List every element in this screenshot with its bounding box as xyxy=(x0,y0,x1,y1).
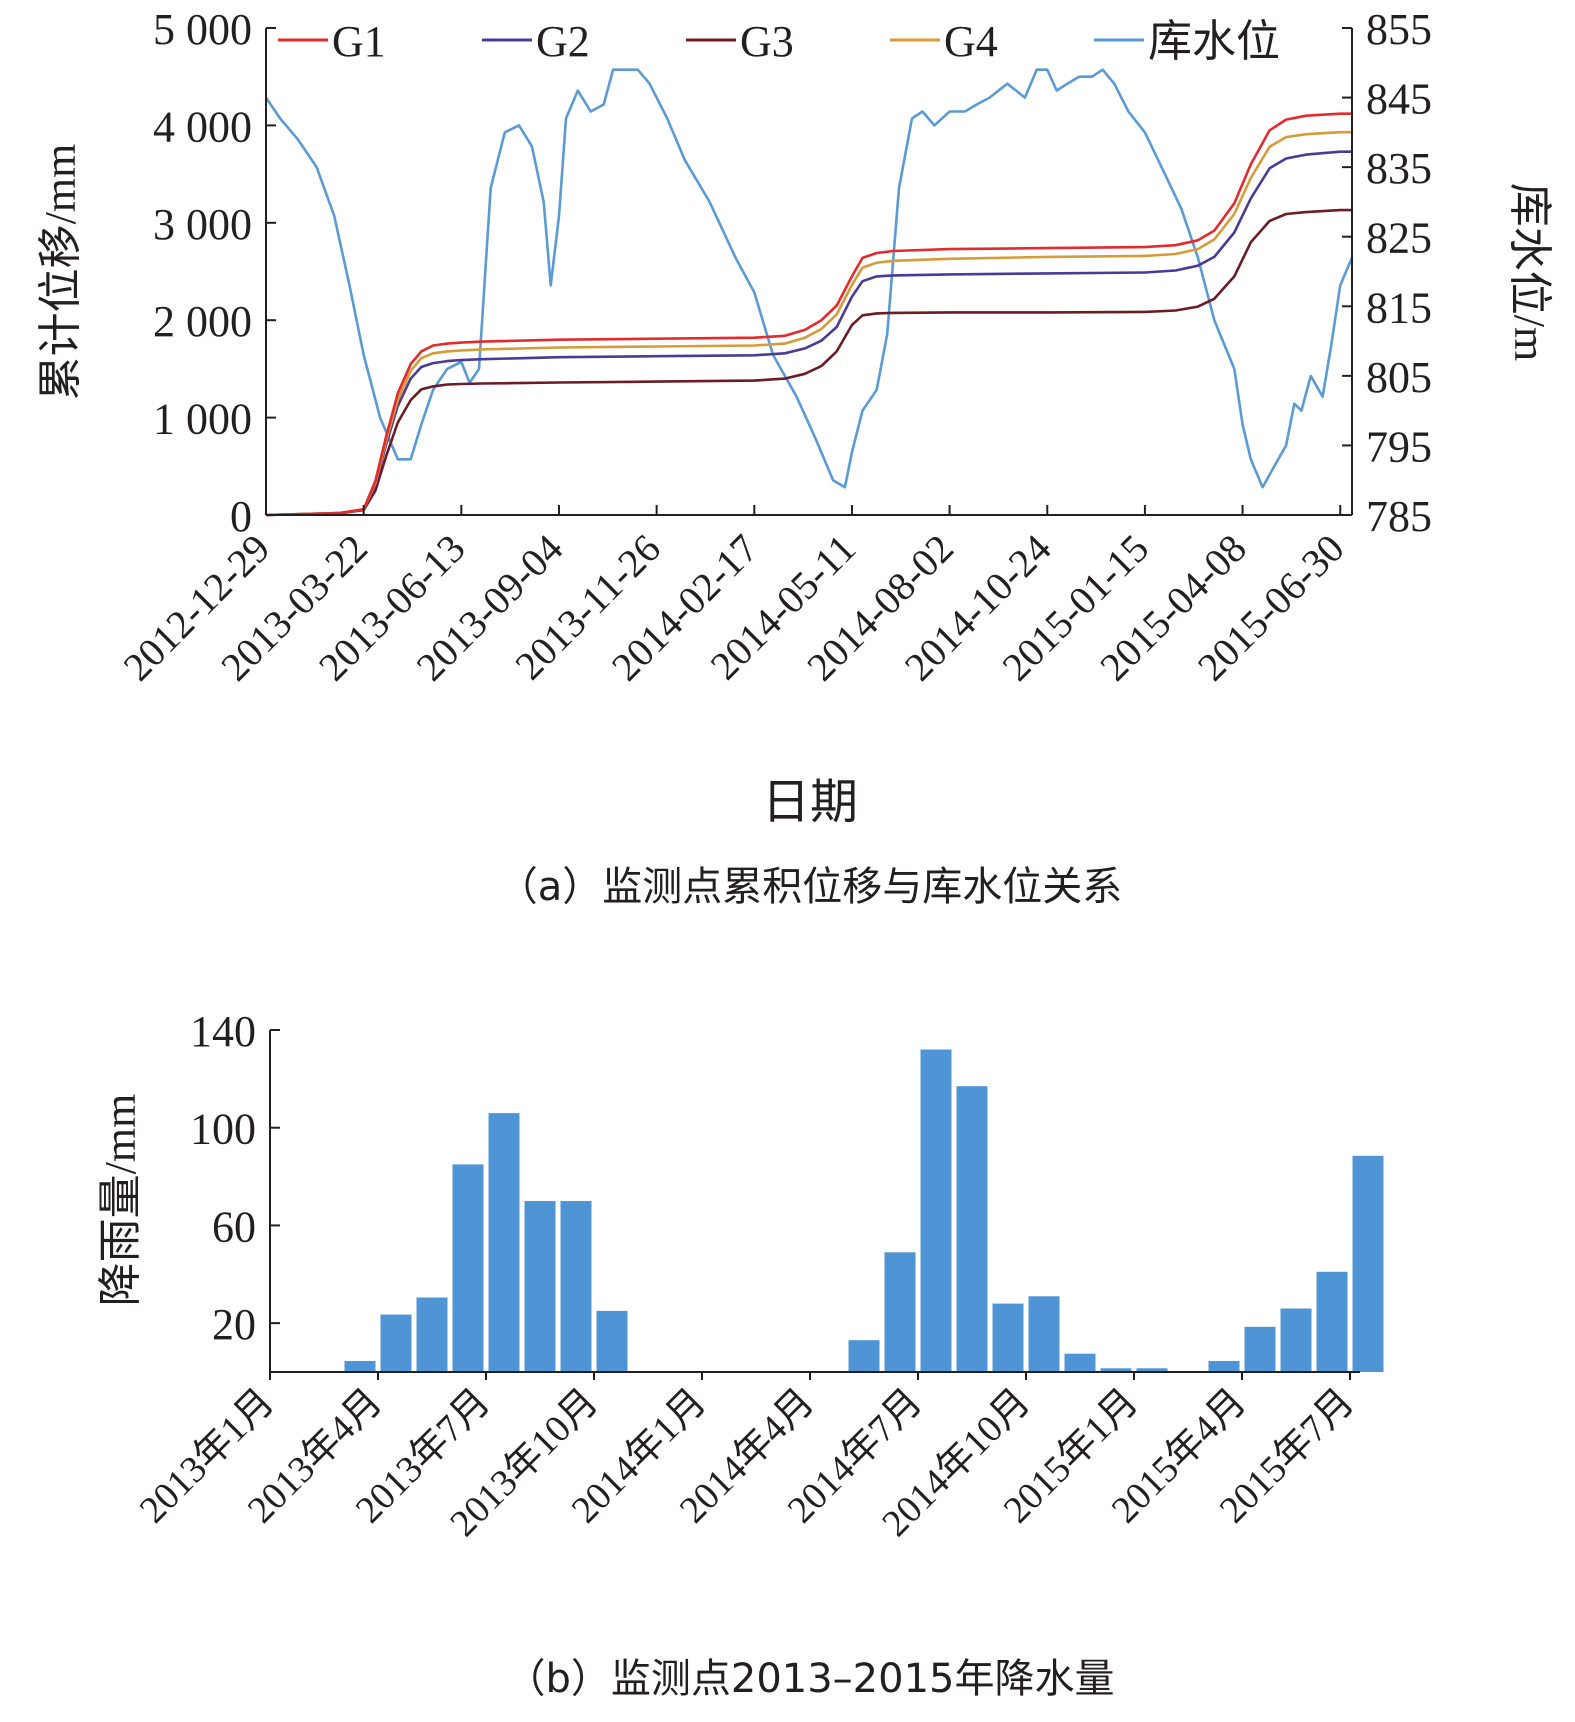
legend-label: G3 xyxy=(740,17,794,66)
chart-b-y-ticks: 20 60 100 140 xyxy=(190,1007,280,1349)
bar-2013-09 xyxy=(560,1201,592,1372)
bar-2013-05 xyxy=(416,1297,448,1372)
chart-b-y-axis-label: 降雨量/mm xyxy=(96,1094,145,1307)
bar-2014-09 xyxy=(992,1303,1024,1372)
bar-2013-08 xyxy=(524,1201,556,1372)
y2-tick-label: 795 xyxy=(1366,422,1432,471)
series-line-g4 xyxy=(265,130,1352,517)
y-tick-label: 1 000 xyxy=(153,395,252,444)
legend-label: G1 xyxy=(332,17,386,66)
y-tick-label: 20 xyxy=(212,1300,256,1349)
bar-2015-01 xyxy=(1136,1368,1168,1372)
legend-label: G2 xyxy=(536,17,590,66)
bar-2015-04 xyxy=(1244,1326,1276,1372)
legend-label: 库水位 xyxy=(1148,17,1280,66)
bar-2013-03 xyxy=(344,1361,376,1372)
bar-2013-07 xyxy=(488,1113,520,1372)
bar-2015-03 xyxy=(1208,1361,1240,1372)
y2-tick-label: 815 xyxy=(1366,283,1432,332)
y2-tick-label: 805 xyxy=(1366,353,1432,402)
chart-a-y2-axis-label: 库水位/m xyxy=(1505,183,1554,361)
y-tick-label: 140 xyxy=(190,1007,256,1056)
y2-tick-label: 835 xyxy=(1366,144,1432,193)
bar-2014-11 xyxy=(1064,1353,1096,1372)
bar-2013-06 xyxy=(452,1164,484,1372)
y-tick-label: 60 xyxy=(212,1202,256,1251)
chart-a-caption: （a）监测点累积位移与库水位关系 xyxy=(498,864,1123,910)
chart-a-y2-ticks: 785 795 805 815 825 835 845 855 xyxy=(1342,5,1432,541)
chart-b: 20 60 100 140 2013年1月2013年4月2013年7月2013年10月… xyxy=(96,1007,1384,1702)
bar-2014-08 xyxy=(956,1086,988,1372)
y-tick-label: 100 xyxy=(190,1105,256,1154)
bar-2015-05 xyxy=(1280,1308,1312,1372)
y-tick-label: 4 000 xyxy=(153,102,252,151)
y2-tick-label: 855 xyxy=(1366,5,1432,54)
series-line-water-level xyxy=(264,68,1354,489)
chart-a-x-axis-label: 日期 xyxy=(762,776,858,829)
bar-2014-07 xyxy=(920,1049,952,1372)
bar-2014-06 xyxy=(884,1252,916,1372)
y-tick-label: 0 xyxy=(230,492,252,541)
bar-2013-10 xyxy=(596,1310,628,1372)
chart-a-y-ticks: 0 1 000 2 000 3 000 4 000 5 000 xyxy=(153,5,276,541)
y-tick-label: 5 000 xyxy=(153,5,252,54)
bar-2014-12 xyxy=(1100,1368,1132,1372)
y2-tick-label: 785 xyxy=(1366,492,1432,541)
chart-a-series xyxy=(264,68,1354,517)
chart-a-legend: G1 G2 G3 G4 库水位 xyxy=(278,17,1280,66)
bar-2014-10 xyxy=(1028,1296,1060,1372)
series-line-g1 xyxy=(265,112,1352,517)
series-line-g3 xyxy=(265,208,1352,517)
chart-a-y-axis-label: 累计位移/mm xyxy=(36,144,85,401)
chart-b-caption: （b）监测点2013–2015年降水量 xyxy=(506,1656,1115,1702)
bar-2014-05 xyxy=(848,1340,880,1372)
y2-tick-label: 845 xyxy=(1366,75,1432,124)
chart-a: 0 1 000 2 000 3 000 4 000 5 000 785 795 805 815 8… xyxy=(36,5,1554,910)
bar-2015-07 xyxy=(1352,1155,1384,1372)
series-line-g2 xyxy=(265,150,1352,517)
y-tick-label: 2 000 xyxy=(153,297,252,346)
bar-2015-06 xyxy=(1316,1271,1348,1372)
chart-b-bars xyxy=(344,1049,1384,1372)
chart-a-x-ticks: 2012-12-292013-03-222013-06-132013-09-04… xyxy=(115,505,1353,689)
chart-b-x-ticks: 2013年1月2013年4月2013年7月2013年10月2014年1月2014… xyxy=(132,1372,1362,1545)
legend-label: G4 xyxy=(944,17,998,66)
y-tick-label: 3 000 xyxy=(153,200,252,249)
y2-tick-label: 825 xyxy=(1366,214,1432,263)
bar-2013-04 xyxy=(380,1314,412,1372)
